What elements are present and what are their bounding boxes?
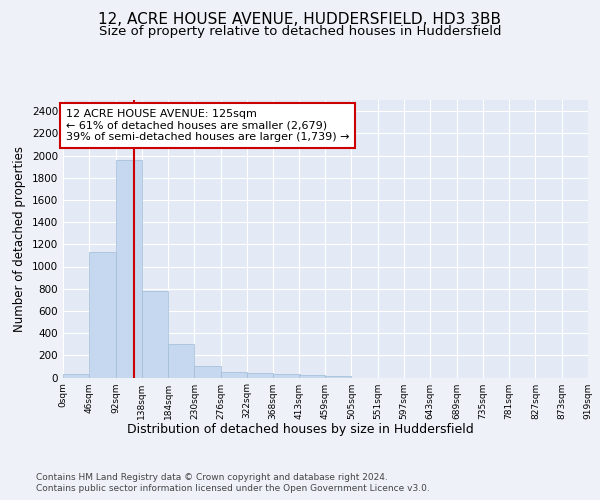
Bar xyxy=(142,292,168,378)
Bar xyxy=(63,374,89,378)
Bar xyxy=(273,374,299,378)
Bar xyxy=(221,372,247,378)
Text: 12 ACRE HOUSE AVENUE: 125sqm
← 61% of detached houses are smaller (2,679)
39% of: 12 ACRE HOUSE AVENUE: 125sqm ← 61% of de… xyxy=(66,109,349,142)
Y-axis label: Number of detached properties: Number of detached properties xyxy=(13,146,26,332)
Text: Contains HM Land Registry data © Crown copyright and database right 2024.: Contains HM Land Registry data © Crown c… xyxy=(36,472,388,482)
Bar xyxy=(89,252,116,378)
Text: Contains public sector information licensed under the Open Government Licence v3: Contains public sector information licen… xyxy=(36,484,430,493)
Bar xyxy=(325,376,352,378)
Bar xyxy=(299,376,325,378)
Bar xyxy=(247,372,273,378)
Text: Size of property relative to detached houses in Huddersfield: Size of property relative to detached ho… xyxy=(99,25,501,38)
Bar xyxy=(168,344,194,378)
Text: 12, ACRE HOUSE AVENUE, HUDDERSFIELD, HD3 3BB: 12, ACRE HOUSE AVENUE, HUDDERSFIELD, HD3… xyxy=(98,12,502,28)
Bar xyxy=(194,366,221,378)
Text: Distribution of detached houses by size in Huddersfield: Distribution of detached houses by size … xyxy=(127,422,473,436)
Bar xyxy=(116,160,142,378)
